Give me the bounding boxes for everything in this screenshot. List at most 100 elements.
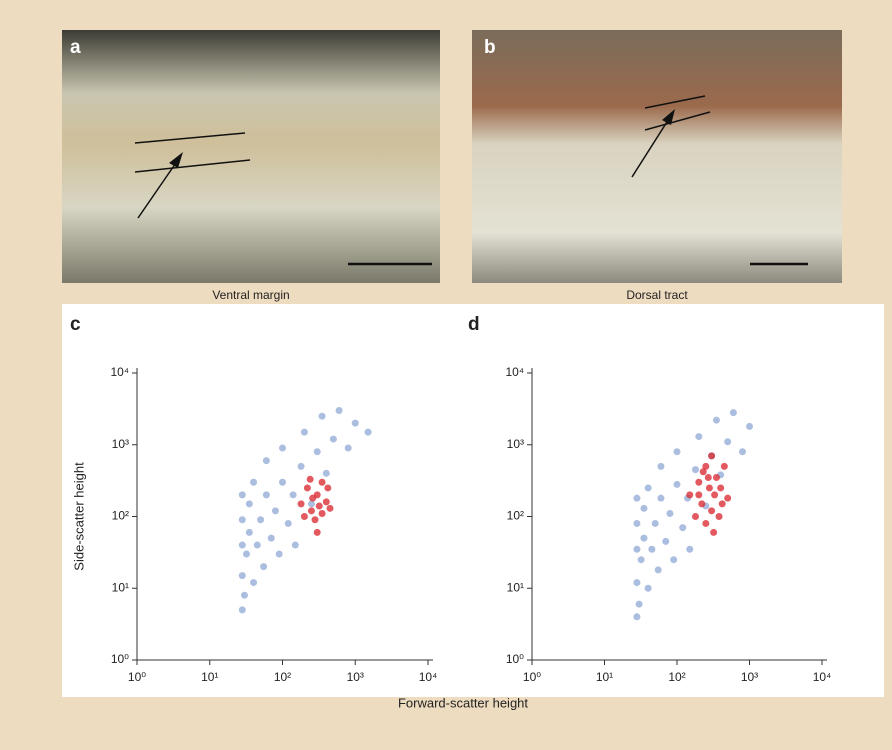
point [633, 545, 641, 553]
point [300, 428, 308, 436]
point [644, 484, 652, 492]
point [654, 566, 662, 574]
point [240, 591, 248, 599]
panel-letter: d [468, 314, 480, 335]
point [720, 462, 728, 470]
point [746, 422, 753, 430]
point [297, 500, 305, 508]
point [260, 563, 268, 571]
x-tick-label: 10⁴ [813, 670, 832, 684]
point [238, 572, 246, 580]
point [250, 579, 258, 587]
point [364, 428, 372, 436]
x-tick-label: 10³ [741, 670, 758, 684]
y-axis-label: Side-scatter height [71, 462, 86, 571]
point [686, 491, 694, 499]
point [307, 507, 315, 515]
point [702, 462, 710, 470]
point [679, 524, 687, 532]
y-tick-label: 10⁴ [110, 365, 129, 379]
x-tick-label: 10⁰ [128, 670, 146, 684]
point [651, 519, 659, 527]
panel-letter: a [70, 37, 81, 58]
point [306, 475, 314, 483]
point [318, 478, 326, 486]
point [633, 613, 641, 621]
point [699, 468, 707, 476]
point [279, 478, 286, 486]
point [303, 484, 311, 492]
point [284, 519, 292, 527]
point [267, 534, 275, 542]
point [313, 528, 321, 536]
x-tick-label: 10² [274, 670, 291, 684]
point [712, 473, 720, 481]
point [238, 606, 246, 614]
y-tick-label: 10³ [507, 437, 524, 451]
point [335, 407, 343, 415]
point [291, 541, 299, 549]
annotations [134, 95, 808, 266]
point [279, 444, 286, 452]
point [311, 516, 319, 524]
point [297, 462, 305, 470]
point [718, 500, 726, 508]
point [318, 412, 326, 420]
y-tick-label: 10² [507, 509, 524, 523]
y-tick-label: 10³ [112, 437, 129, 451]
point [686, 545, 694, 553]
point [637, 556, 645, 564]
panel-letter: b [484, 37, 496, 58]
point [729, 409, 737, 417]
point [271, 507, 279, 515]
point [242, 550, 250, 558]
x-tick-label: 10³ [347, 670, 364, 684]
point [724, 438, 732, 446]
point [662, 537, 670, 545]
point [633, 519, 641, 527]
point [318, 510, 326, 518]
x-tick-label: 10¹ [201, 670, 218, 684]
point [644, 584, 652, 592]
point [670, 556, 678, 564]
y-tick-label: 10⁰ [506, 652, 524, 666]
point [692, 466, 700, 474]
point [695, 433, 703, 441]
point [657, 462, 665, 470]
x-tick-label: 10² [668, 670, 685, 684]
y-tick-label: 10⁰ [111, 652, 129, 666]
point [692, 513, 700, 520]
photo-a [62, 30, 440, 283]
point [329, 435, 337, 443]
point [315, 502, 323, 510]
point [710, 528, 718, 536]
point [238, 516, 246, 524]
point [257, 516, 265, 524]
arrowhead [169, 152, 183, 168]
point [245, 528, 253, 536]
point [238, 541, 246, 549]
x-axis-label: Forward-scatter height [398, 695, 528, 710]
point [704, 473, 712, 481]
caption: Ventral margin [212, 288, 289, 302]
point [673, 480, 681, 488]
x-tick-label: 10⁰ [523, 670, 541, 684]
point [313, 491, 321, 499]
point [633, 494, 641, 502]
point [657, 494, 665, 502]
point [715, 513, 723, 520]
photo-b [472, 30, 842, 283]
point [253, 541, 261, 549]
caption: Dorsal tract [626, 288, 688, 302]
point [698, 500, 706, 508]
point [708, 507, 716, 515]
point [711, 491, 719, 499]
chart-panel [62, 304, 884, 697]
y-tick-label: 10² [112, 509, 129, 523]
point [351, 419, 359, 427]
point [666, 510, 674, 518]
point [702, 519, 710, 527]
point [640, 534, 648, 542]
point [344, 444, 352, 452]
point [307, 500, 315, 508]
